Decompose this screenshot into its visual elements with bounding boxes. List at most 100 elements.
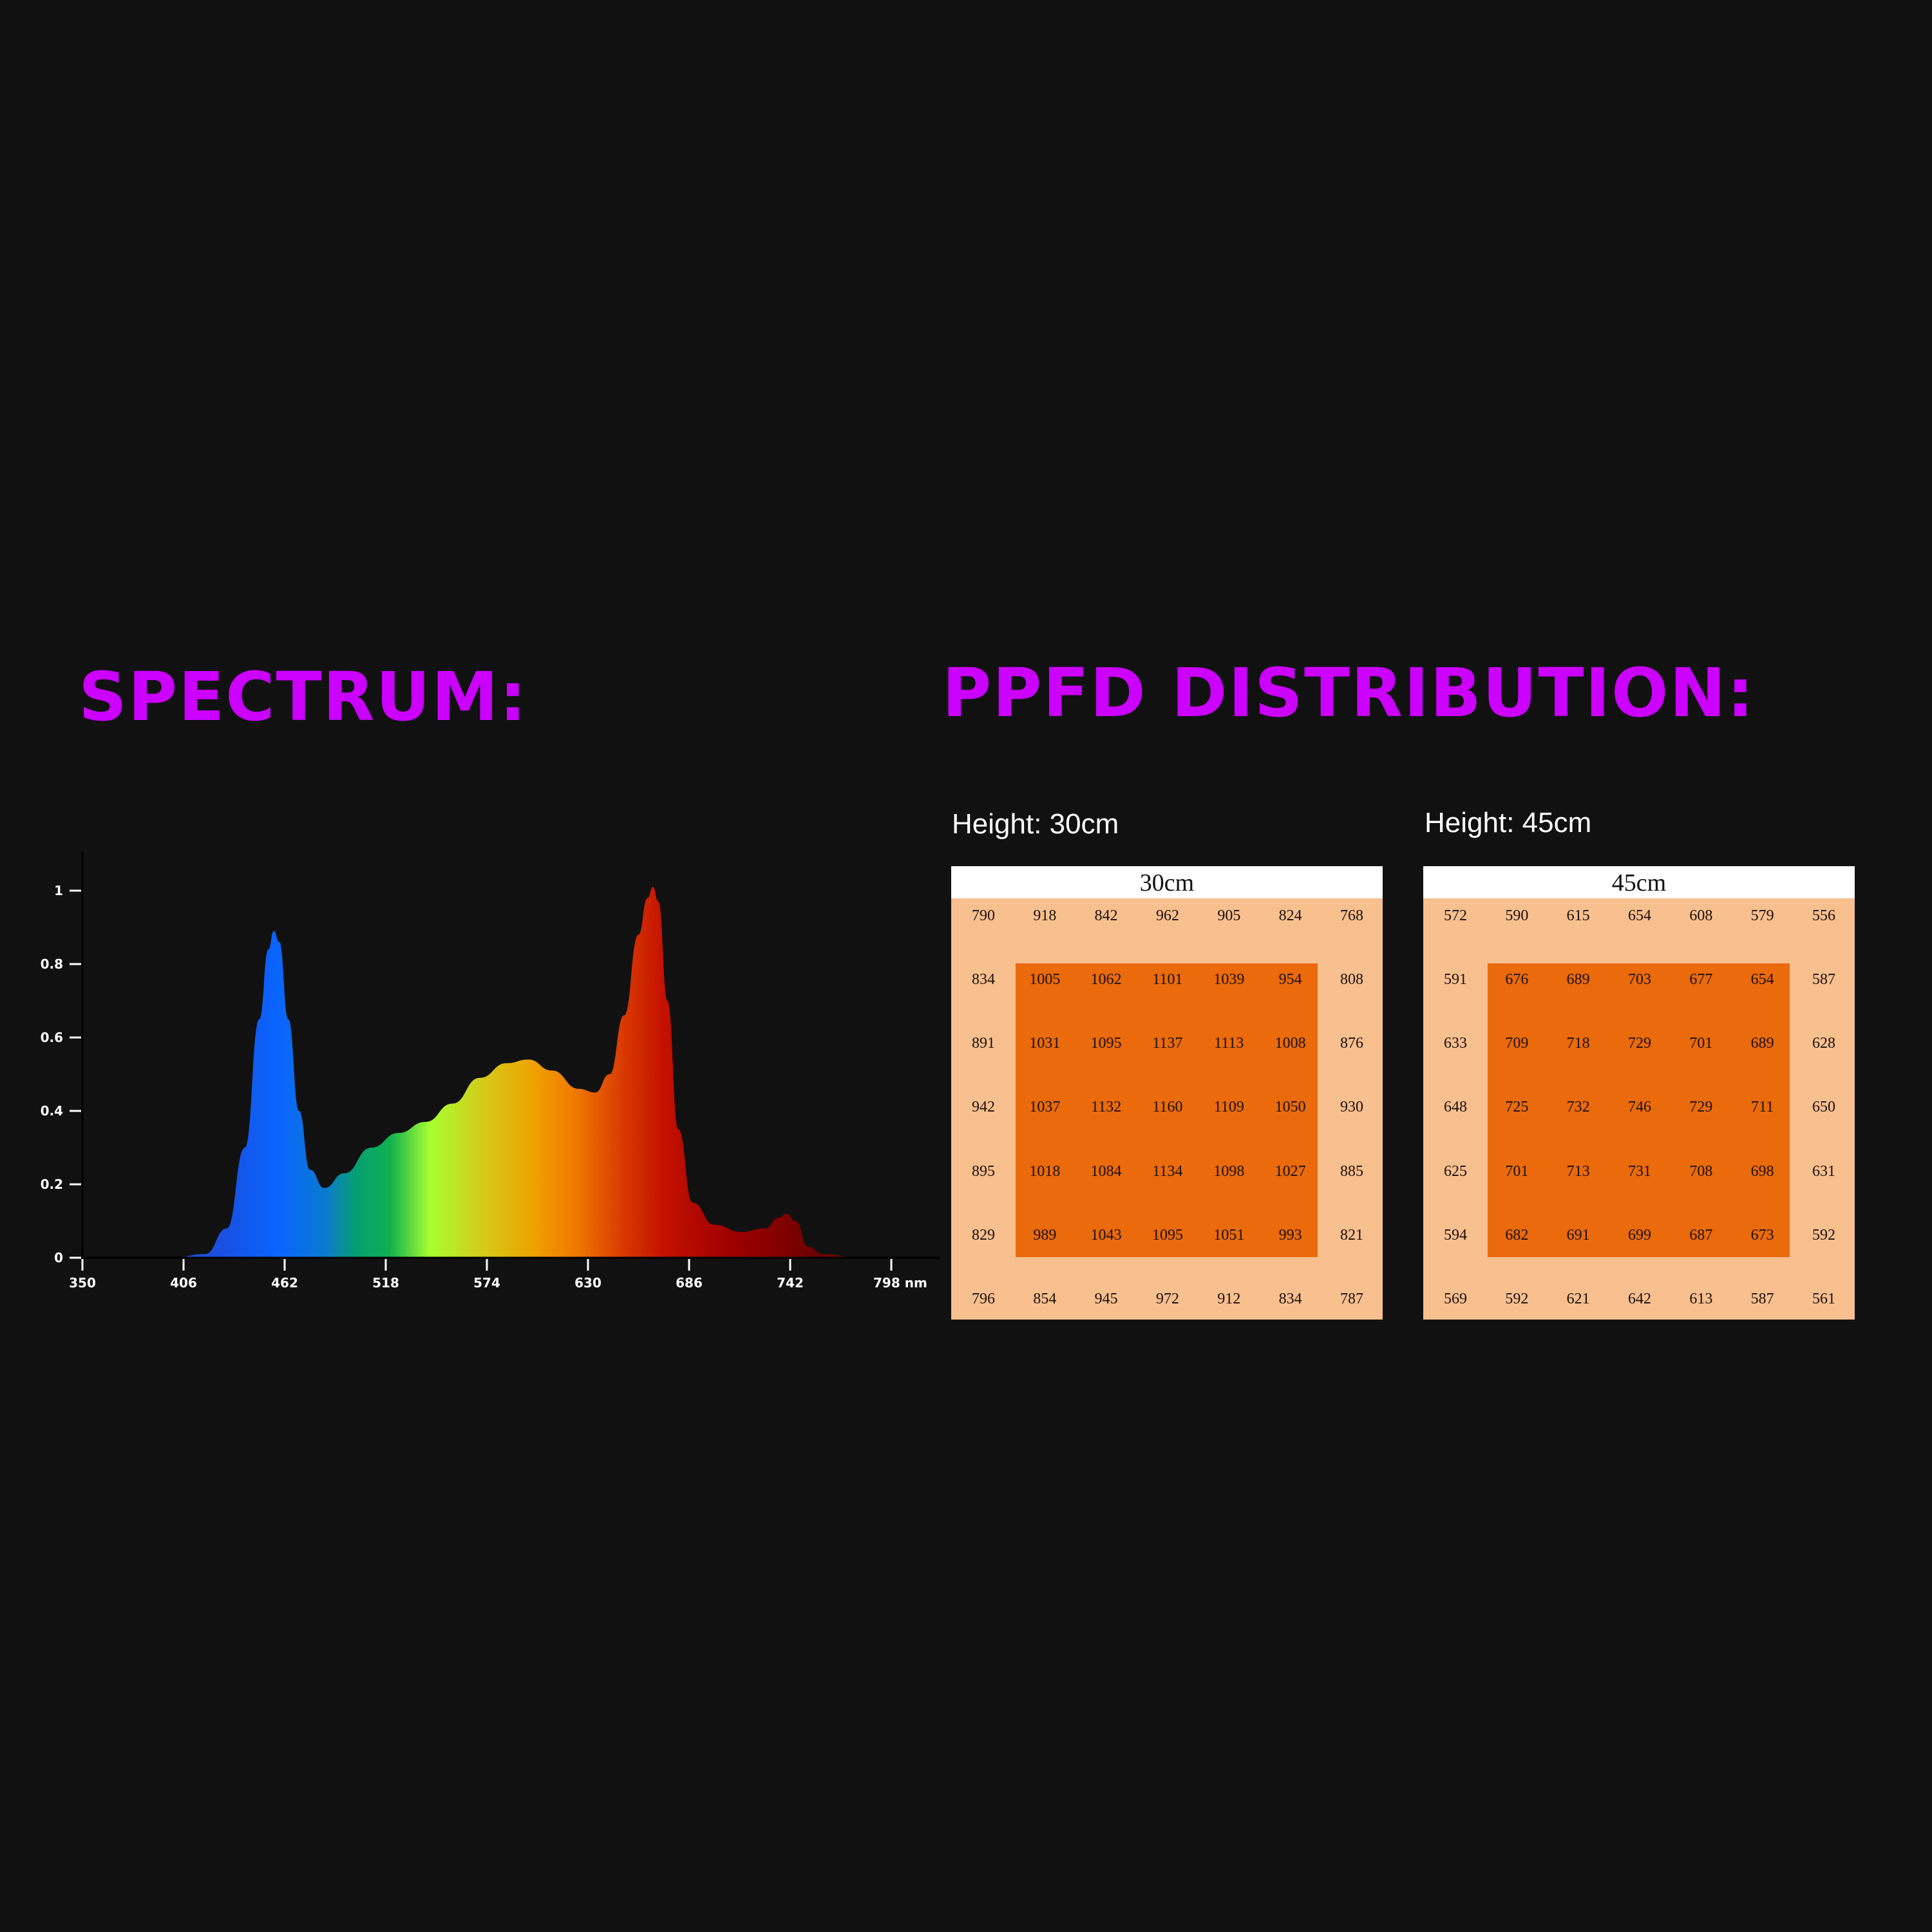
ppfd-cell: 689	[1566, 971, 1590, 989]
y-tick-label: 0	[54, 1250, 63, 1265]
x-tick-label: 462	[271, 1275, 298, 1291]
height-45-label: Height: 45cm	[1425, 807, 1592, 838]
ppfd-cell: 972	[1155, 1290, 1179, 1307]
grid-row: 569 592 621 642 613 587 561	[1423, 1291, 1855, 1308]
ppfd-cell: 731	[1627, 1162, 1651, 1180]
ppfd-grid-30cm: 30cm 790 918 842 962 905 824 768 834 1005 1062 110…	[951, 866, 1383, 1320]
ppfd-cell: 713	[1566, 1162, 1590, 1180]
ppfd-cell: 703	[1627, 971, 1651, 989]
ppfd-cell: 1043	[1090, 1226, 1122, 1244]
ppfd-cell: 1137	[1152, 1035, 1183, 1052]
ppfd-cell: 569	[1444, 1290, 1467, 1307]
ppfd-cell: 746	[1627, 1099, 1651, 1116]
x-axis: 350 406 462 518 574 630 686 742 798 nm	[69, 1256, 940, 1291]
grid-row: 633 709 718 729 701 689 628	[1423, 1035, 1855, 1052]
ppfd-cell: 587	[1812, 971, 1835, 989]
spectrum-heading: SPECTRUM:	[79, 658, 528, 736]
ppfd-cell: 1095	[1090, 1035, 1122, 1052]
ppfd-cell: 633	[1444, 1035, 1467, 1052]
ppfd-cell: 732	[1566, 1099, 1590, 1116]
ppfd-cell: 1101	[1152, 971, 1183, 989]
ppfd-cell: 1037	[1029, 1099, 1061, 1116]
ppfd-cell: 1031	[1029, 1035, 1061, 1052]
ppfd-cell: 989	[1033, 1226, 1057, 1244]
ppfd-cell: 729	[1627, 1035, 1651, 1052]
ppfd-cell: 796	[972, 1290, 995, 1307]
ppfd-cell: 1050	[1274, 1099, 1306, 1116]
x-tick-label: 406	[170, 1275, 197, 1291]
ppfd-heading: PPFD DISTRIBUTION:	[942, 654, 1756, 732]
ppfd-cell: 1134	[1152, 1162, 1183, 1180]
ppfd-cell: 698	[1750, 1162, 1774, 1180]
ppfd-cell: 654	[1750, 971, 1774, 989]
ppfd-cell: 701	[1505, 1162, 1529, 1180]
ppfd-cell: 556	[1812, 907, 1835, 924]
x-tick-label: 686	[676, 1275, 703, 1291]
ppfd-cell: 654	[1627, 907, 1651, 924]
ppfd-cell: 1039	[1213, 971, 1245, 989]
ppfd-cell: 718	[1566, 1035, 1590, 1052]
ppfd-cell: 1018	[1029, 1162, 1061, 1180]
ppfd-cell: 608	[1689, 907, 1713, 924]
ppfd-cell: 834	[1278, 1290, 1302, 1307]
ppfd-cell: 572	[1444, 907, 1467, 924]
height-30-label: Height: 30cm	[952, 808, 1119, 840]
ppfd-cell: 1160	[1152, 1099, 1183, 1116]
ppfd-cell: 687	[1689, 1226, 1713, 1244]
ppfd-cell: 918	[1033, 907, 1057, 924]
ppfd-cell: 561	[1812, 1290, 1835, 1307]
ppfd-cell: 613	[1689, 1290, 1713, 1307]
ppfd-cell: 942	[972, 1099, 995, 1116]
ppfd-cell: 808	[1340, 971, 1363, 989]
x-tick-label: 630	[574, 1275, 601, 1291]
ppfd-cell: 1084	[1090, 1162, 1122, 1180]
grid-row: 572 590 615 654 608 579 556	[1423, 907, 1855, 925]
ppfd-cell: 642	[1627, 1290, 1651, 1307]
ppfd-cell: 1113	[1214, 1035, 1244, 1052]
ppfd-cell: 824	[1278, 907, 1302, 924]
ppfd-cell: 1095	[1151, 1226, 1183, 1244]
ppfd-cell: 1098	[1213, 1162, 1245, 1180]
spectrum-area	[82, 887, 891, 1258]
ppfd-cell: 787	[1340, 1290, 1363, 1307]
ppfd-cell: 615	[1566, 907, 1590, 924]
ppfd-cell: 993	[1278, 1226, 1302, 1244]
ppfd-cell: 628	[1812, 1035, 1835, 1052]
ppfd-cell: 912	[1217, 1290, 1241, 1307]
ppfd-cell: 592	[1505, 1290, 1529, 1307]
ppfd-cell: 876	[1340, 1035, 1363, 1052]
ppfd-cell: 592	[1812, 1226, 1835, 1244]
ppfd-cell: 829	[972, 1226, 995, 1244]
ppfd-grid-45cm: 45cm 572 590 615 654 608 579 556 591 676 689 703 67…	[1423, 866, 1855, 1320]
y-tick-label: 0.4	[41, 1103, 63, 1119]
grid-title-45cm: 45cm	[1423, 866, 1855, 898]
grid-center-zone	[1488, 963, 1790, 1257]
ppfd-cell: 673	[1750, 1226, 1774, 1244]
x-tick-label: 350	[69, 1275, 96, 1291]
y-axis: 0 0.2 0.4 0.6 0.8 1	[41, 851, 84, 1265]
ppfd-cell: 725	[1505, 1099, 1529, 1116]
grid-row: 834 1005 1062 1101 1039 954 808	[951, 971, 1383, 989]
ppfd-cell: 591	[1444, 971, 1467, 989]
ppfd-cell: 709	[1505, 1035, 1529, 1052]
grid-title-30cm: 30cm	[951, 866, 1383, 898]
y-tick-label: 0.8	[41, 956, 63, 972]
grid-row: 895 1018 1084 1134 1098 1027 885	[951, 1163, 1383, 1180]
y-tick-label: 0.6	[41, 1030, 63, 1045]
ppfd-cell: 891	[972, 1035, 995, 1052]
ppfd-cell: 1132	[1091, 1099, 1122, 1116]
grid-row: 796 854 945 972 912 834 787	[951, 1291, 1383, 1308]
ppfd-cell: 790	[972, 907, 995, 924]
x-tick-label: 742	[777, 1275, 804, 1291]
grid-row: 891 1031 1095 1137 1113 1008 876	[951, 1035, 1383, 1052]
ppfd-cell: 768	[1340, 907, 1363, 924]
ppfd-cell: 1051	[1213, 1226, 1245, 1244]
grid-row: 942 1037 1132 1160 1109 1050 930	[951, 1099, 1383, 1116]
grid-row: 591 676 689 703 677 654 587	[1423, 971, 1855, 989]
ppfd-cell: 1109	[1213, 1099, 1244, 1116]
ppfd-cell: 579	[1750, 907, 1774, 924]
ppfd-cell: 691	[1566, 1226, 1590, 1244]
ppfd-cell: 682	[1505, 1226, 1529, 1244]
ppfd-cell: 648	[1444, 1099, 1467, 1116]
ppfd-cell: 1027	[1274, 1162, 1306, 1180]
